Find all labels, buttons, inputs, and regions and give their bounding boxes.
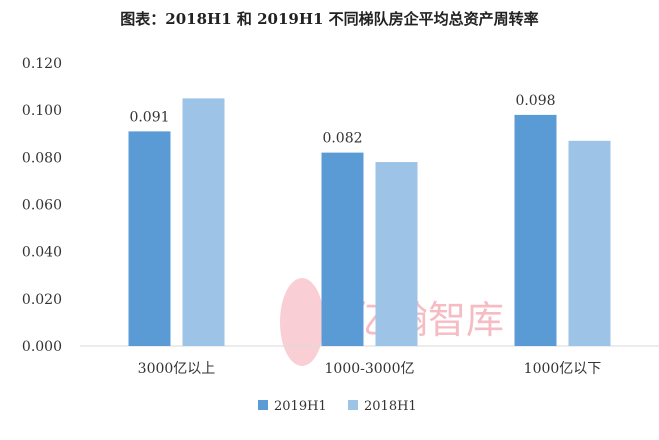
y-tick-label: 0.020 xyxy=(22,292,62,308)
x-tick-label: 1000亿以下 xyxy=(524,361,602,377)
chart-title: 图表：2018H1 和 2019H1 不同梯队房企平均总资产周转率 xyxy=(120,10,539,28)
legend-label: 2018H1 xyxy=(364,399,417,414)
y-tick-label: 0.040 xyxy=(22,245,62,261)
data-label: 0.082 xyxy=(322,131,362,147)
legend-swatch-2019H1 xyxy=(258,400,268,410)
legend-label: 2019H1 xyxy=(274,399,327,414)
y-tick-label: 0.100 xyxy=(22,103,62,119)
watermark-logo-icon xyxy=(280,278,324,366)
y-tick-label: 0.000 xyxy=(22,339,62,355)
watermark-text: 亿翰智库 xyxy=(352,298,504,342)
x-tick-label: 1000-3000亿 xyxy=(325,361,415,377)
y-tick-label: 0.060 xyxy=(22,198,62,214)
bar-2019H1-1 xyxy=(321,152,364,346)
data-label: 0.098 xyxy=(515,93,555,109)
legend-swatch-2018H1 xyxy=(348,400,358,410)
x-tick-label: 3000亿以上 xyxy=(138,361,216,377)
bar-2019H1-2 xyxy=(514,114,557,346)
bar-2019H1-0 xyxy=(128,131,171,346)
y-tick-label: 0.080 xyxy=(22,150,62,166)
y-tick-label: 0.120 xyxy=(22,56,62,72)
bar-2018H1-0 xyxy=(182,98,225,346)
data-label: 0.091 xyxy=(129,109,169,125)
bar-2018H1-2 xyxy=(568,140,611,346)
bar-2018H1-1 xyxy=(375,162,418,346)
